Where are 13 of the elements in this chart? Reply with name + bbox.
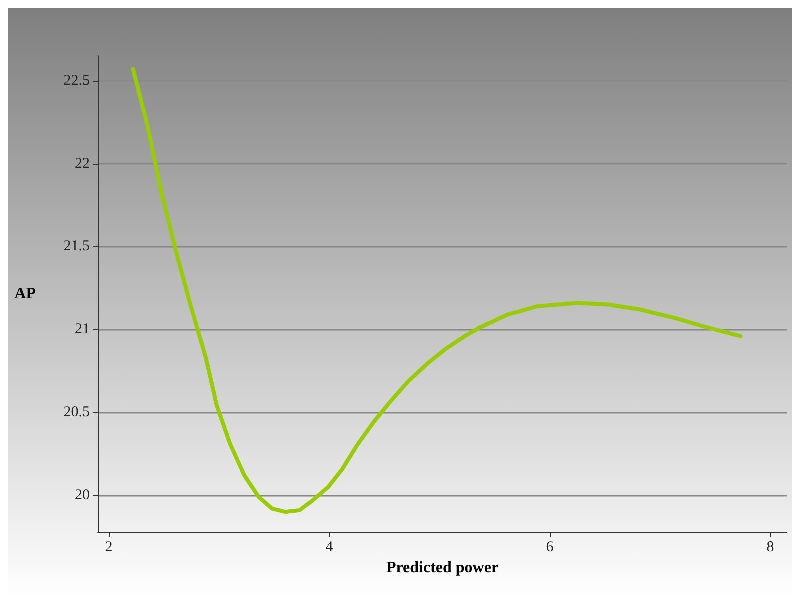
x-tick-label: 6: [546, 540, 554, 556]
y-tick-label: 20.5: [64, 404, 90, 421]
y-tick-label: 20: [75, 488, 90, 504]
line-series: [131, 67, 743, 514]
y-tick-label: 21.5: [64, 238, 90, 255]
y-tick-label: 22: [75, 156, 90, 172]
y-tick-label: 21: [75, 322, 90, 338]
y-tick-label: 22.5: [64, 72, 90, 89]
x-axis-title: Predicted power: [386, 560, 499, 576]
x-tick-label: 4: [326, 540, 334, 556]
x-tick-label: 8: [766, 540, 774, 556]
y-axis-title: AP: [14, 286, 36, 302]
x-tick-label: 2: [105, 540, 113, 556]
